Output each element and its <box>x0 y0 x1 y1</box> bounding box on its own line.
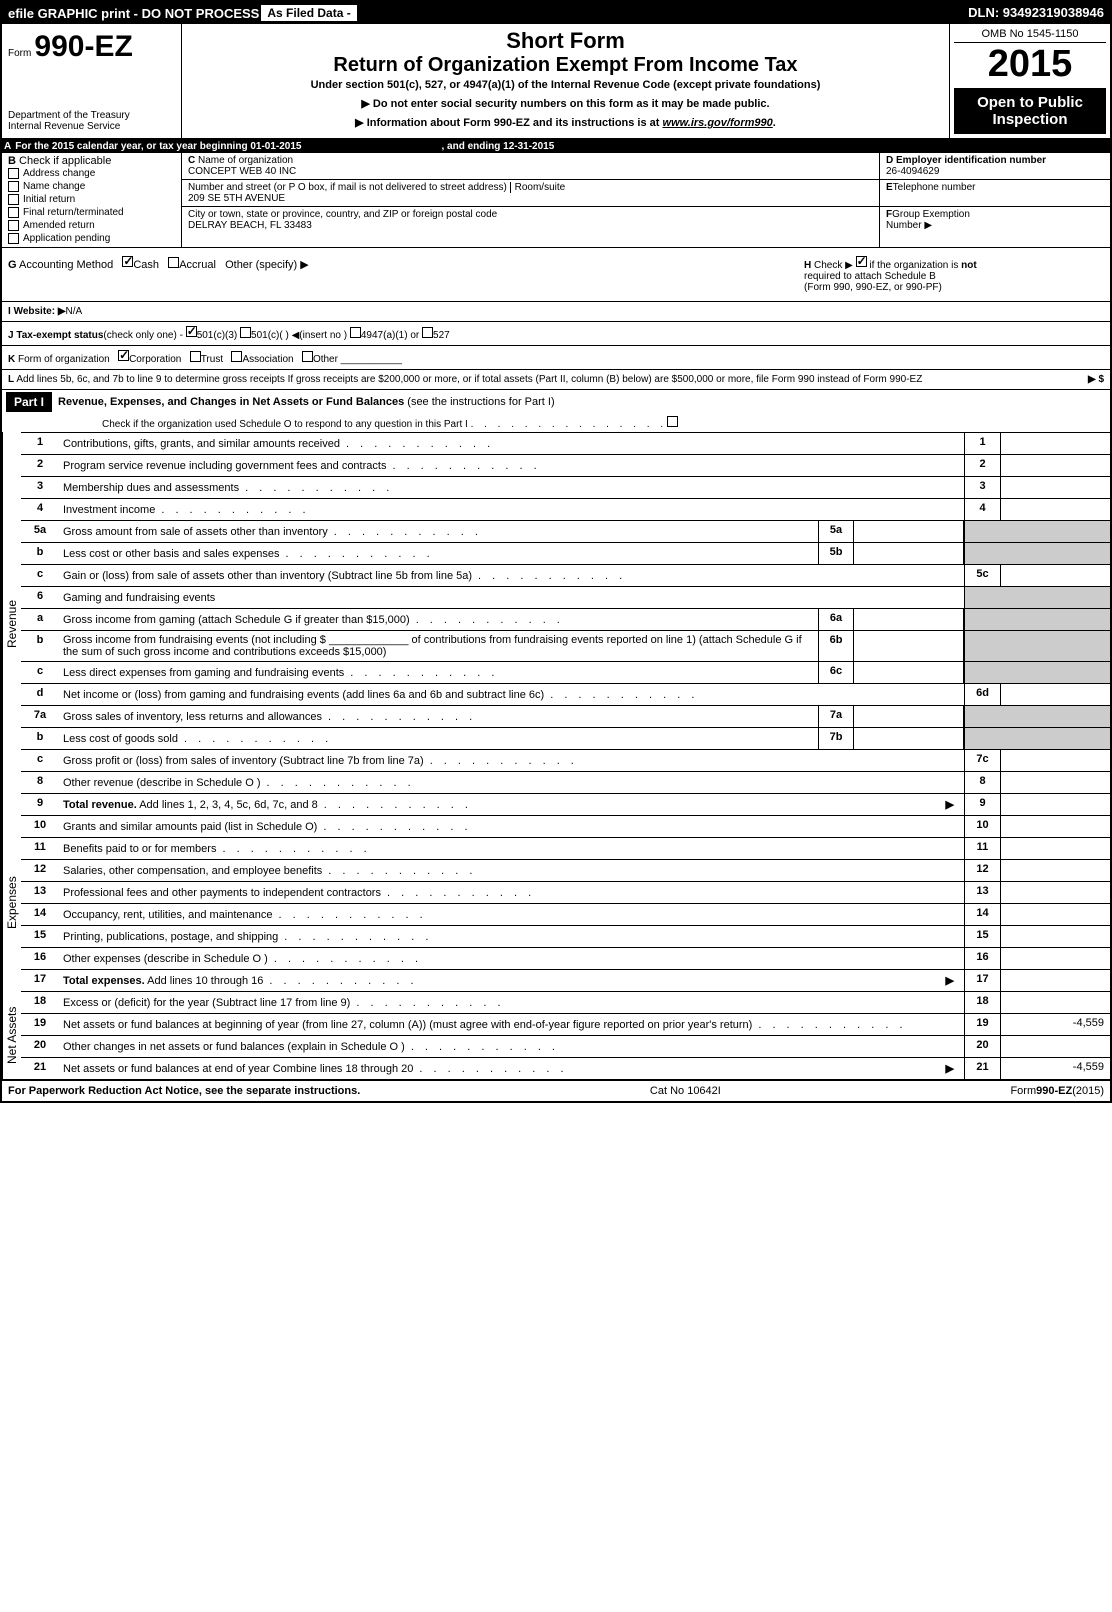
line-row: 17Total expenses. Add lines 10 through 1… <box>21 969 1110 991</box>
line-row: 4Investment income . . . . . . . . . . .… <box>21 498 1110 520</box>
top-bar: efile GRAPHIC print - DO NOT PROCESS As … <box>2 2 1110 24</box>
line-row: 7aGross sales of inventory, less returns… <box>21 705 1110 727</box>
line-row: cLess direct expenses from gaming and fu… <box>21 661 1110 683</box>
line-row: 18Excess or (deficit) for the year (Subt… <box>21 991 1110 1013</box>
line-row: 1Contributions, gifts, grants, and simil… <box>21 432 1110 454</box>
city-state-zip: DELRAY BEACH, FL 33483 <box>188 220 312 231</box>
other-org-checkbox[interactable] <box>302 351 313 362</box>
line-row: aGross income from gaming (attach Schedu… <box>21 608 1110 630</box>
ein: 26-4094629 <box>886 166 939 177</box>
line-row: bLess cost or other basis and sales expe… <box>21 542 1110 564</box>
ssn-warning: ▶ Do not enter social security numbers o… <box>190 97 941 110</box>
street-address: 209 SE 5TH AVENUE <box>188 193 285 204</box>
line-row: cGain or (loss) from sale of assets othe… <box>21 564 1110 586</box>
line-row: 3Membership dues and assessments . . . .… <box>21 476 1110 498</box>
dln-label: DLN: 93492319038946 <box>968 5 1104 21</box>
line-row: 5aGross amount from sale of assets other… <box>21 520 1110 542</box>
501c-checkbox[interactable] <box>240 327 251 338</box>
line-row: 9Total revenue. Add lines 1, 2, 3, 4, 5c… <box>21 793 1110 815</box>
501c3-checkbox[interactable] <box>186 326 197 337</box>
expenses-label: Expenses <box>2 815 21 991</box>
short-form-label: Short Form <box>190 28 941 54</box>
form-container: efile GRAPHIC print - DO NOT PROCESS As … <box>0 0 1112 1103</box>
inspection-box: Open to Public Inspection <box>954 88 1106 134</box>
corporation-checkbox[interactable] <box>118 350 129 361</box>
4947-checkbox[interactable] <box>350 327 361 338</box>
netassets-section: Net Assets 18Excess or (deficit) for the… <box>2 991 1110 1079</box>
efile-label: efile GRAPHIC print - DO NOT PROCESS <box>8 6 259 21</box>
initial-return-checkbox[interactable] <box>8 194 19 205</box>
line-row: 21Net assets or fund balances at end of … <box>21 1057 1110 1079</box>
line-row: cGross profit or (loss) from sales of in… <box>21 749 1110 771</box>
dept-label: Department of the Treasury <box>8 110 175 121</box>
application-pending-checkbox[interactable] <box>8 233 19 244</box>
part1-header: Part I Revenue, Expenses, and Changes in… <box>2 389 1110 414</box>
line-row: bGross income from fundraising events (n… <box>21 630 1110 661</box>
line-row: 15Printing, publications, postage, and s… <box>21 925 1110 947</box>
final-return-checkbox[interactable] <box>8 207 19 218</box>
revenue-label: Revenue <box>2 432 21 815</box>
line-row: 19Net assets or fund balances at beginni… <box>21 1013 1110 1035</box>
row-i: I Website: ▶N/A <box>2 301 1110 321</box>
form-number: 990-EZ <box>34 30 132 63</box>
part1-check: Check if the organization used Schedule … <box>2 414 1110 432</box>
amended-return-checkbox[interactable] <box>8 220 19 231</box>
line-row: 6Gaming and fundraising events <box>21 586 1110 608</box>
527-checkbox[interactable] <box>422 327 433 338</box>
section-bcd: B Check if applicable Address change Nam… <box>2 153 1110 247</box>
footer: For Paperwork Reduction Act Notice, see … <box>2 1079 1110 1101</box>
section-a: A For the 2015 calendar year, or tax yea… <box>2 140 1110 153</box>
line-row: 12Salaries, other compensation, and empl… <box>21 859 1110 881</box>
expenses-section: Expenses 10Grants and similar amounts pa… <box>2 815 1110 991</box>
line-row: 10Grants and similar amounts paid (list … <box>21 815 1110 837</box>
asfiled-button: As Filed Data - <box>261 5 356 21</box>
line-row: 16Other expenses (describe in Schedule O… <box>21 947 1110 969</box>
netassets-label: Net Assets <box>2 991 21 1079</box>
name-change-checkbox[interactable] <box>8 181 19 192</box>
org-name: CONCEPT WEB 40 INC <box>188 166 296 177</box>
row-k: K Form of organization Corporation Trust… <box>2 345 1110 369</box>
line-row: bLess cost of goods sold . . . . . . . .… <box>21 727 1110 749</box>
line-row: dNet income or (loss) from gaming and fu… <box>21 683 1110 705</box>
irs-link[interactable]: www.irs.gov/form990 <box>663 117 773 129</box>
header-row: Form 990-EZ Department of the Treasury I… <box>2 24 1110 140</box>
cash-checkbox[interactable] <box>122 256 133 267</box>
line-row: 14Occupancy, rent, utilities, and mainte… <box>21 903 1110 925</box>
revenue-section: Revenue 1Contributions, gifts, grants, a… <box>2 432 1110 815</box>
line-row: 11Benefits paid to or for members . . . … <box>21 837 1110 859</box>
line-row: 20Other changes in net assets or fund ba… <box>21 1035 1110 1057</box>
row-g-h: G Accounting Method Cash Accrual Other (… <box>2 247 1110 301</box>
row-l: L Add lines 5b, 6c, and 7b to line 9 to … <box>2 369 1110 389</box>
info-line: ▶ Information about Form 990-EZ and its … <box>190 116 941 129</box>
line-row: 8Other revenue (describe in Schedule O )… <box>21 771 1110 793</box>
schedule-o-checkbox[interactable] <box>667 416 678 427</box>
accrual-checkbox[interactable] <box>168 257 179 268</box>
address-change-checkbox[interactable] <box>8 168 19 179</box>
trust-checkbox[interactable] <box>190 351 201 362</box>
tax-year: 2015 <box>954 43 1106 86</box>
under-section: Under section 501(c), 527, or 4947(a)(1)… <box>190 79 941 91</box>
omb-number: OMB No 1545-1150 <box>954 28 1106 43</box>
row-j: J Tax-exempt status(check only one) - 50… <box>2 321 1110 345</box>
irs-label: Internal Revenue Service <box>8 121 175 132</box>
line-row: 2Program service revenue including gover… <box>21 454 1110 476</box>
schedule-b-checkbox[interactable] <box>856 256 867 267</box>
line-row: 13Professional fees and other payments t… <box>21 881 1110 903</box>
form-word: Form <box>8 48 31 59</box>
association-checkbox[interactable] <box>231 351 242 362</box>
main-title: Return of Organization Exempt From Incom… <box>190 54 941 77</box>
